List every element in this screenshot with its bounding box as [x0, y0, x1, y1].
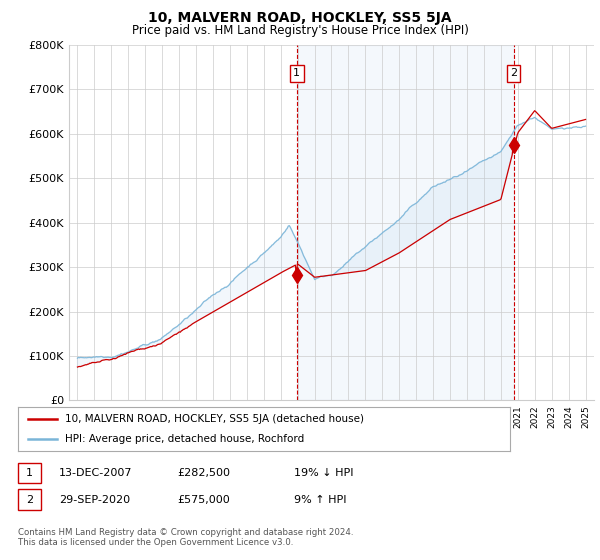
Text: 1: 1 — [26, 468, 33, 478]
Text: 19% ↓ HPI: 19% ↓ HPI — [294, 468, 353, 478]
Text: Contains HM Land Registry data © Crown copyright and database right 2024.
This d: Contains HM Land Registry data © Crown c… — [18, 528, 353, 547]
Text: 9% ↑ HPI: 9% ↑ HPI — [294, 494, 347, 505]
Text: 29-SEP-2020: 29-SEP-2020 — [59, 494, 130, 505]
Text: £282,500: £282,500 — [177, 468, 230, 478]
Text: 2: 2 — [26, 494, 33, 505]
Text: 10, MALVERN ROAD, HOCKLEY, SS5 5JA (detached house): 10, MALVERN ROAD, HOCKLEY, SS5 5JA (deta… — [65, 414, 364, 424]
Text: 13-DEC-2007: 13-DEC-2007 — [59, 468, 133, 478]
Text: Price paid vs. HM Land Registry's House Price Index (HPI): Price paid vs. HM Land Registry's House … — [131, 24, 469, 37]
Text: 1: 1 — [293, 68, 300, 78]
Bar — [297, 45, 514, 400]
Text: 2: 2 — [510, 68, 517, 78]
Text: HPI: Average price, detached house, Rochford: HPI: Average price, detached house, Roch… — [65, 434, 304, 444]
Text: 10, MALVERN ROAD, HOCKLEY, SS5 5JA: 10, MALVERN ROAD, HOCKLEY, SS5 5JA — [148, 11, 452, 25]
Text: £575,000: £575,000 — [177, 494, 230, 505]
